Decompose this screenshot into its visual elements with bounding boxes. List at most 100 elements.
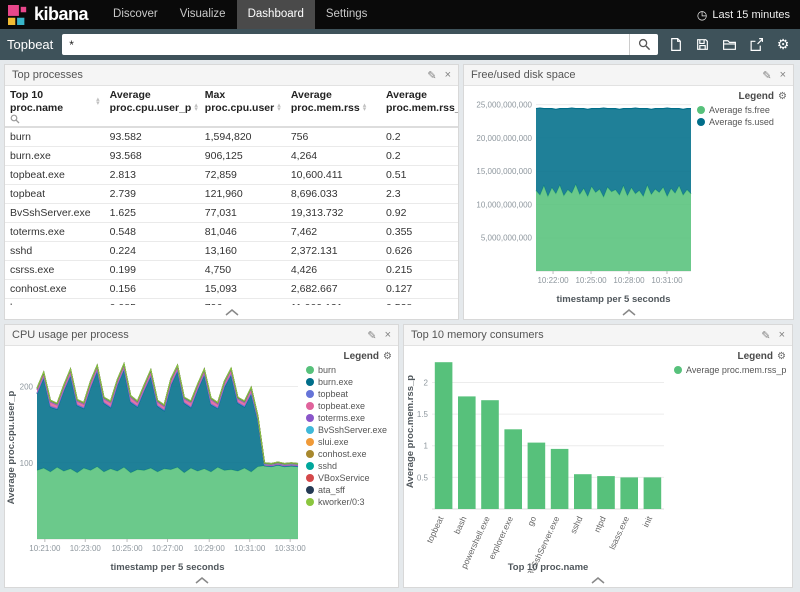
legend-item[interactable]: Average fs.free: [697, 105, 787, 115]
query-bar: [62, 34, 658, 55]
edit-panel-button[interactable]: ✎: [427, 70, 436, 81]
column-header[interactable]: Maxproc.cpu.user▴▾: [200, 86, 286, 127]
legend-item[interactable]: conhost.exe: [306, 449, 392, 459]
legend-label: Average proc.mem.rss_p: [686, 365, 786, 375]
bar: [435, 362, 453, 509]
panel-collapse-button[interactable]: [5, 573, 398, 587]
bar: [574, 474, 592, 509]
search-button[interactable]: [629, 34, 658, 55]
tab-visualize[interactable]: Visualize: [169, 0, 237, 29]
panel-disk-space: Free/used disk space ✎ × 5,000,000,00010…: [463, 64, 794, 320]
time-picker[interactable]: ◷ Last 15 minutes: [687, 8, 800, 22]
bar: [644, 477, 662, 509]
legend-gear-icon[interactable]: ⚙: [778, 91, 787, 102]
table-row: csrss.exe0.1994,7504,4260.215: [5, 261, 458, 280]
column-header[interactable]: Averageproc.mem.rss▴▾: [286, 86, 381, 127]
sort-icon[interactable]: ▴▾: [363, 104, 367, 112]
dashboard-toolbar: Topbeat ⚙: [0, 29, 800, 60]
new-dashboard-button[interactable]: [665, 35, 685, 55]
legend-item[interactable]: burn: [306, 365, 392, 375]
x-category-label: topbeat: [424, 514, 445, 545]
column-search-icon[interactable]: [10, 114, 20, 124]
legend-item[interactable]: topbeat.exe: [306, 401, 392, 411]
y-tick-label: 0.5: [417, 473, 429, 482]
sort-icon[interactable]: ▴▾: [194, 104, 198, 112]
legend-item[interactable]: topbeat: [306, 389, 392, 399]
tab-discover[interactable]: Discover: [102, 0, 169, 29]
x-tick-label: 10:27:00: [152, 544, 184, 553]
proc-name-cell: topbeat: [5, 185, 105, 204]
tab-settings[interactable]: Settings: [315, 0, 379, 29]
value-cell: 7,462: [286, 223, 381, 242]
proc-name-cell: toterms.exe: [5, 223, 105, 242]
legend-gear-icon[interactable]: ⚙: [383, 351, 392, 362]
options-button[interactable]: ⚙: [773, 35, 793, 55]
panel-collapse-button[interactable]: [464, 305, 793, 319]
legend-item[interactable]: slui.exe: [306, 437, 392, 447]
legend-item[interactable]: burn.exe: [306, 377, 392, 387]
remove-panel-button[interactable]: ×: [780, 70, 786, 81]
value-cell: 0.127: [381, 280, 458, 299]
value-cell: 4,426: [286, 261, 381, 280]
chevron-up-icon: [225, 309, 239, 316]
brand-name: kibana: [34, 4, 88, 25]
load-dashboard-button[interactable]: [719, 35, 739, 55]
column-header[interactable]: Top 10 proc.name▴▾: [5, 86, 105, 127]
value-cell: 11,009.131: [286, 299, 381, 305]
legend-label: BvSshServer.exe: [318, 425, 387, 435]
tab-dashboard[interactable]: Dashboard: [237, 0, 315, 29]
sort-icon[interactable]: ▴▾: [277, 104, 281, 112]
value-cell: 72,859: [200, 166, 286, 185]
legend-item[interactable]: kworker/0:3: [306, 497, 392, 507]
legend-title: Legend: [343, 351, 379, 362]
legend-item[interactable]: VBoxService: [306, 473, 392, 483]
legend-item[interactable]: toterms.exe: [306, 413, 392, 423]
legend-item[interactable]: sshd: [306, 461, 392, 471]
value-cell: 13,160: [200, 242, 286, 261]
y-tick-label: 15,000,000,000: [476, 167, 532, 176]
value-cell: 0.224: [105, 242, 200, 261]
save-dashboard-button[interactable]: [692, 35, 712, 55]
value-cell: 0.215: [381, 261, 458, 280]
legend-item[interactable]: BvSshServer.exe: [306, 425, 392, 435]
value-cell: 81,046: [200, 223, 286, 242]
panel-collapse-button[interactable]: [5, 305, 458, 319]
x-tick-label: 10:28:00: [613, 276, 645, 285]
panel-top-processes: Top processes ✎ × Top 10 proc.name▴▾Aver…: [4, 64, 459, 320]
value-cell: 2,372.131: [286, 242, 381, 261]
x-tick-label: 10:22:00: [537, 276, 569, 285]
legend-gear-icon[interactable]: ⚙: [777, 351, 786, 362]
table-row: burn.exe93.568906,1254,2640.2: [5, 147, 458, 166]
legend-item[interactable]: ata_sff: [306, 485, 392, 495]
x-category-label: explorer.exe: [486, 514, 515, 560]
legend-item[interactable]: Average proc.mem.rss_p: [674, 365, 786, 375]
table-row: topbeat.exe2.81372,85910,600.4110.51: [5, 166, 458, 185]
area-series: [37, 465, 298, 539]
legend-item[interactable]: Average fs.used: [697, 117, 787, 127]
y-axis-title: Average proc.mem.rss_p: [405, 375, 416, 488]
sort-icon[interactable]: ▴▾: [96, 98, 100, 106]
edit-panel-button[interactable]: ✎: [762, 70, 771, 81]
column-header[interactable]: Averageproc.mem.rss_p▴▾: [381, 86, 458, 127]
chart-legend: Legend ⚙ Average fs.freeAverage fs.used: [697, 86, 793, 305]
remove-panel-button[interactable]: ×: [385, 330, 391, 341]
kibana-logo[interactable]: kibana: [0, 4, 102, 25]
query-input[interactable]: [62, 34, 629, 55]
remove-panel-button[interactable]: ×: [445, 70, 451, 81]
top-navbar: kibana Discover Visualize Dashboard Sett…: [0, 0, 800, 29]
edit-panel-button[interactable]: ✎: [367, 330, 376, 341]
panel-header: Top 10 memory consumers ✎ ×: [404, 325, 792, 346]
search-icon: [638, 38, 651, 51]
value-cell: 10,600.411: [286, 166, 381, 185]
share-button[interactable]: [746, 35, 766, 55]
panel-title: CPU usage per process: [12, 329, 129, 341]
value-cell: 1.625: [105, 204, 200, 223]
edit-panel-button[interactable]: ✎: [761, 330, 770, 341]
remove-panel-button[interactable]: ×: [779, 330, 785, 341]
share-icon: [749, 37, 764, 52]
y-tick-label: 100: [20, 459, 34, 468]
panel-collapse-button[interactable]: [404, 573, 792, 587]
y-tick-label: 25,000,000,000: [476, 101, 532, 110]
value-cell: 4,264: [286, 147, 381, 166]
column-header[interactable]: Averageproc.cpu.user_p▴▾: [105, 86, 200, 127]
